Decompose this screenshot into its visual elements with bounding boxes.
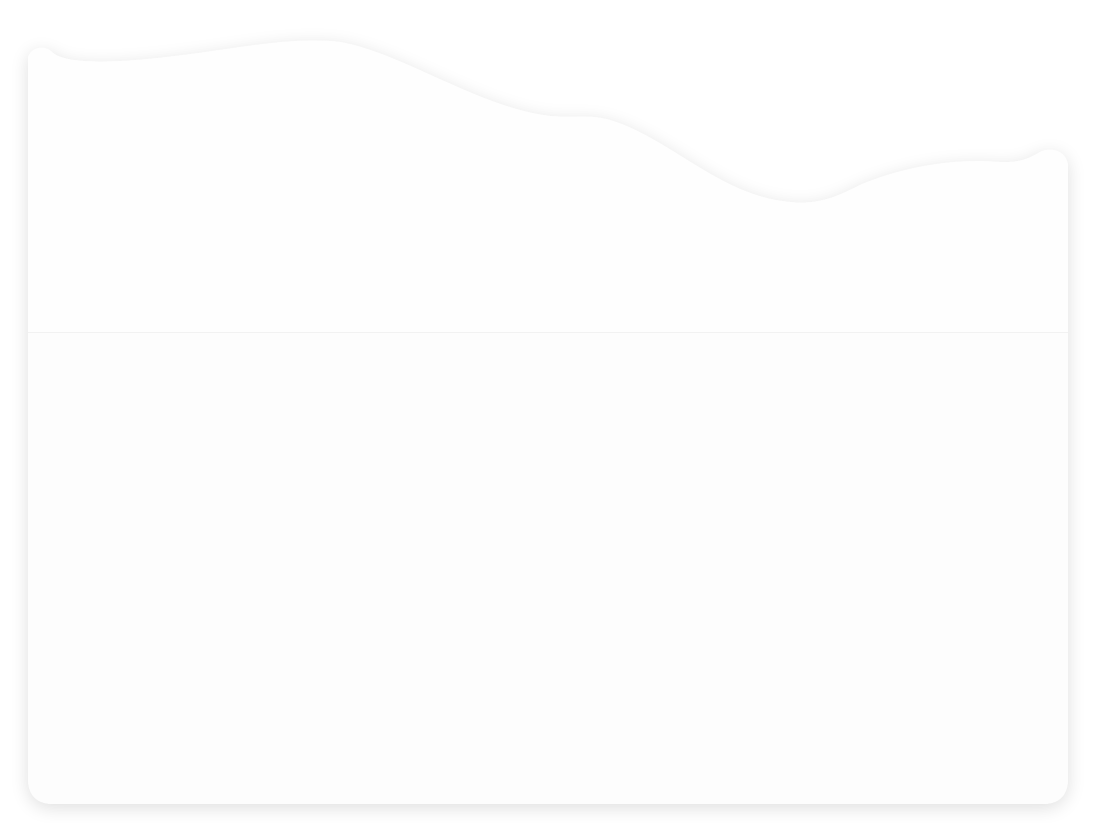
card-lower-panel bbox=[28, 333, 1068, 804]
